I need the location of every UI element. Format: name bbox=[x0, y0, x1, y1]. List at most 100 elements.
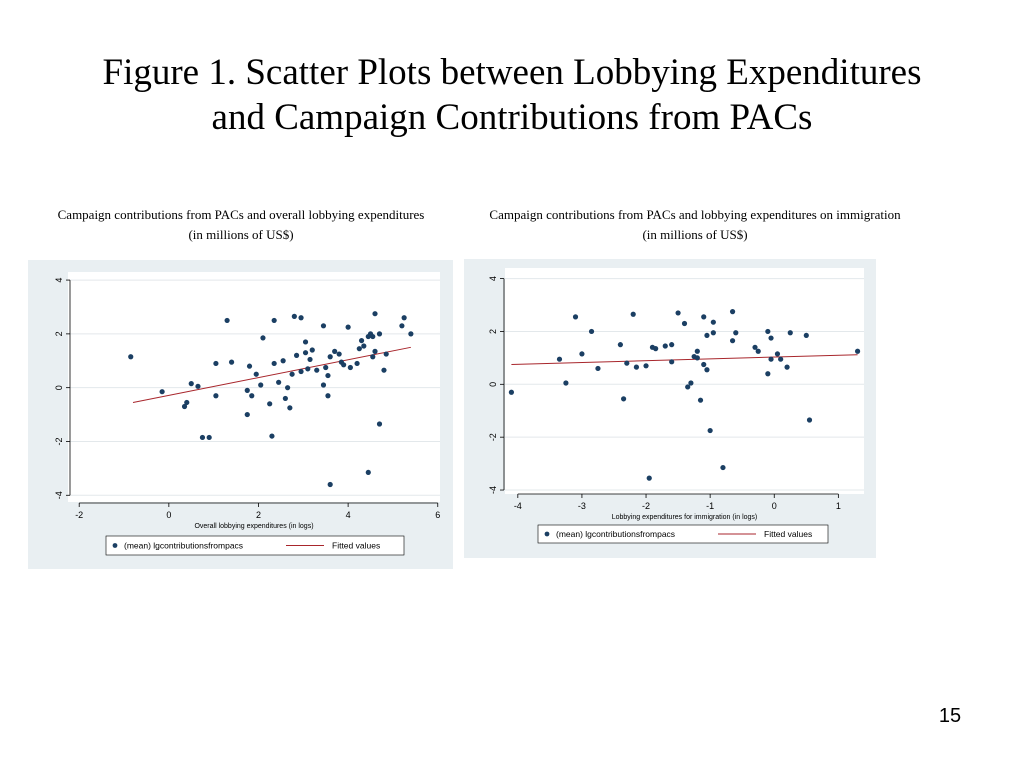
data-point bbox=[323, 364, 329, 371]
data-point bbox=[765, 371, 771, 377]
data-point bbox=[298, 315, 304, 321]
scatter-chart-overall-lobbying: -4 -2 0 2 4 -2 0 2 4 6 Overall lobbying expenditur… bbox=[28, 260, 453, 569]
data-point bbox=[733, 330, 739, 336]
data-point bbox=[244, 411, 250, 418]
data-point bbox=[752, 344, 758, 350]
data-point bbox=[701, 361, 707, 368]
data-point bbox=[768, 335, 774, 341]
data-point bbox=[320, 382, 327, 388]
slide-title: Figure 1. Scatter Plots between Lobbying… bbox=[40, 50, 984, 140]
data-point bbox=[188, 381, 194, 387]
data-point bbox=[694, 348, 700, 354]
data-point bbox=[253, 371, 259, 377]
x-tick-label: -2 bbox=[642, 501, 650, 511]
x-tick-label: 6 bbox=[435, 510, 440, 520]
chart-1-caption-line-1: Campaign contributions from PACs and ove… bbox=[57, 207, 425, 222]
data-point bbox=[563, 380, 569, 386]
data-point bbox=[370, 333, 376, 340]
data-point bbox=[314, 367, 320, 373]
data-point bbox=[729, 309, 736, 315]
x-axis-title: Lobbying expenditures for immigration (i… bbox=[612, 514, 758, 521]
data-point bbox=[630, 311, 636, 317]
data-point bbox=[282, 395, 288, 402]
data-point bbox=[206, 434, 212, 441]
data-point bbox=[224, 317, 230, 324]
x-tick-label: 0 bbox=[772, 501, 777, 511]
data-point bbox=[688, 380, 694, 386]
legend-label-points: (mean) lgcontributionsfrompacs bbox=[556, 529, 675, 539]
data-point bbox=[624, 360, 630, 366]
x-axis-title: Overall lobbying expenditures (in logs) bbox=[194, 523, 313, 530]
x-tick-label: -1 bbox=[706, 501, 714, 511]
data-point bbox=[276, 379, 282, 385]
y-tick-label: -4 bbox=[488, 486, 498, 494]
y-tick-label: 4 bbox=[54, 278, 64, 283]
data-point bbox=[653, 346, 659, 352]
data-point bbox=[347, 364, 353, 371]
data-point bbox=[258, 382, 264, 388]
data-point bbox=[803, 332, 809, 339]
chart-1-caption-line-2: (in millions of US$) bbox=[188, 227, 294, 242]
data-point bbox=[287, 405, 293, 411]
slide-title-line-2: and Campaign Contributions from PACs bbox=[211, 97, 813, 138]
data-point bbox=[710, 330, 716, 336]
data-point bbox=[269, 433, 275, 439]
y-tick-label: -4 bbox=[54, 491, 64, 499]
fitted-values-line bbox=[132, 346, 411, 403]
data-point bbox=[293, 352, 300, 358]
data-point bbox=[806, 417, 813, 423]
y-tick-label: 2 bbox=[54, 331, 64, 336]
y-tick-label: 2 bbox=[488, 329, 498, 334]
y-tick-label: 0 bbox=[54, 385, 64, 390]
data-point bbox=[291, 313, 297, 319]
plot-area bbox=[68, 272, 440, 502]
x-tick-label: -2 bbox=[75, 510, 83, 520]
data-point bbox=[401, 315, 407, 321]
chart-2-caption: Campaign contributions from PACs and lob… bbox=[460, 205, 930, 245]
x-tick-label: 0 bbox=[166, 510, 171, 520]
data-point bbox=[184, 399, 190, 406]
data-point bbox=[376, 421, 383, 427]
data-point bbox=[336, 351, 342, 357]
data-point bbox=[595, 365, 601, 372]
data-point bbox=[579, 351, 585, 357]
data-point bbox=[643, 363, 649, 369]
data-point bbox=[662, 343, 668, 349]
data-point bbox=[784, 364, 790, 370]
data-point bbox=[669, 359, 675, 365]
plot-area bbox=[505, 268, 864, 494]
data-point bbox=[765, 328, 771, 335]
data-point bbox=[572, 314, 579, 320]
y-tick-label: -2 bbox=[54, 437, 64, 445]
data-point bbox=[646, 475, 652, 481]
legend-label-fit: Fitted values bbox=[764, 529, 812, 539]
data-point bbox=[280, 358, 286, 364]
data-point bbox=[358, 337, 365, 344]
data-point bbox=[302, 350, 309, 356]
legend-box bbox=[105, 535, 405, 556]
y-tick-label: 0 bbox=[488, 382, 498, 387]
scatter-chart-immigration-lobbying: -4 -2 0 2 4 -4 -3 -2 -1 0 1 Lobbying expenditures f… bbox=[464, 259, 876, 558]
x-tick-label: -4 bbox=[514, 501, 522, 511]
data-point bbox=[383, 351, 389, 357]
data-point bbox=[704, 332, 710, 339]
legend-label-fit: Fitted values bbox=[332, 541, 380, 551]
data-point bbox=[556, 356, 563, 362]
data-point bbox=[675, 310, 681, 316]
data-point bbox=[707, 427, 713, 434]
data-point bbox=[267, 401, 273, 407]
data-point bbox=[320, 323, 327, 329]
data-point bbox=[681, 320, 688, 327]
chart-2-caption-line-1: Campaign contributions from PACs and lob… bbox=[489, 207, 901, 222]
data-point bbox=[327, 354, 333, 360]
data-point bbox=[755, 348, 761, 354]
data-point bbox=[704, 367, 710, 373]
data-point bbox=[341, 362, 347, 368]
data-point bbox=[302, 339, 309, 345]
data-point bbox=[370, 354, 376, 360]
data-point bbox=[787, 330, 793, 336]
data-point bbox=[332, 348, 338, 354]
data-point bbox=[381, 367, 387, 373]
data-point bbox=[720, 464, 726, 471]
legend-marker-points bbox=[544, 531, 550, 537]
